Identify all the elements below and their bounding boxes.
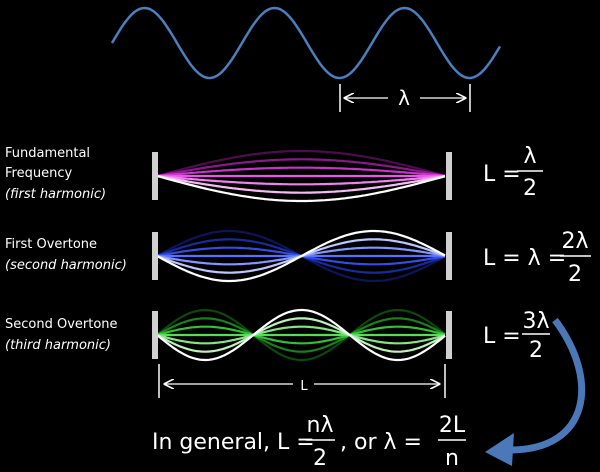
mode-labels: Fundamental Frequency (first harmonic) F… (5, 146, 127, 353)
general-prefix: In general, L = (152, 430, 315, 455)
traveling-wave (110, 6, 502, 80)
string-mode-1 (152, 149, 452, 203)
eq2-den: 2 (568, 262, 582, 287)
string-curve (156, 325, 446, 345)
mode-1-subtitle: (first harmonic) (5, 187, 106, 202)
string-curve (156, 308, 446, 362)
general-den2: n (445, 446, 459, 471)
eq1-lhs: L = (483, 162, 521, 187)
right-fixed-end (446, 232, 452, 280)
mode-2-title: First Overtone (5, 237, 97, 252)
left-fixed-end (152, 311, 158, 359)
curved-arrow (485, 317, 586, 466)
length-label: L (300, 379, 308, 394)
mode-3-subtitle: (third harmonic) (5, 338, 111, 353)
general-den1: 2 (313, 446, 327, 471)
length-marker: L (158, 364, 446, 398)
string-curve (156, 317, 446, 353)
string-curve (156, 229, 446, 283)
wavelength-marker: λ (339, 84, 471, 112)
general-num2: 2L (439, 413, 466, 438)
wavelength-label: λ (398, 86, 410, 110)
string-mode-3 (152, 308, 452, 362)
eq3-den: 2 (529, 338, 543, 363)
general-formula: In general, L = nλ 2 , or λ = 2L n (152, 413, 466, 471)
string-mode-2 (152, 229, 452, 283)
string-curve (156, 325, 446, 345)
string-curve (156, 166, 446, 178)
string-curve (156, 174, 446, 186)
string-curve (156, 158, 446, 178)
mode-1-title2: Frequency (5, 166, 72, 181)
eq2-num: 2λ (561, 229, 588, 254)
eq3-lhs: L = (483, 324, 521, 349)
mode-1-title: Fundamental (5, 146, 90, 161)
eq1-num: λ (523, 144, 536, 169)
left-fixed-end (152, 152, 158, 200)
general-mid: , or λ = (340, 430, 422, 455)
eq2-lhs: L = λ = (483, 246, 566, 271)
general-num1: nλ (307, 413, 334, 438)
eq1-den: 2 (523, 176, 537, 201)
string-curve (156, 149, 446, 178)
left-fixed-end (152, 232, 158, 280)
eq3-num: 3λ (522, 309, 549, 334)
mode-equations: L = λ 2 L = λ = 2λ 2 L = 3λ 2 (483, 144, 591, 363)
mode-3-title: Second Overtone (5, 317, 118, 332)
string-curve (156, 174, 446, 194)
string-curve (156, 308, 446, 362)
right-fixed-end (446, 311, 452, 359)
string-curve (156, 174, 446, 203)
right-fixed-end (446, 152, 452, 200)
string-curve (156, 317, 446, 353)
mode-2-subtitle: (second harmonic) (5, 258, 127, 273)
